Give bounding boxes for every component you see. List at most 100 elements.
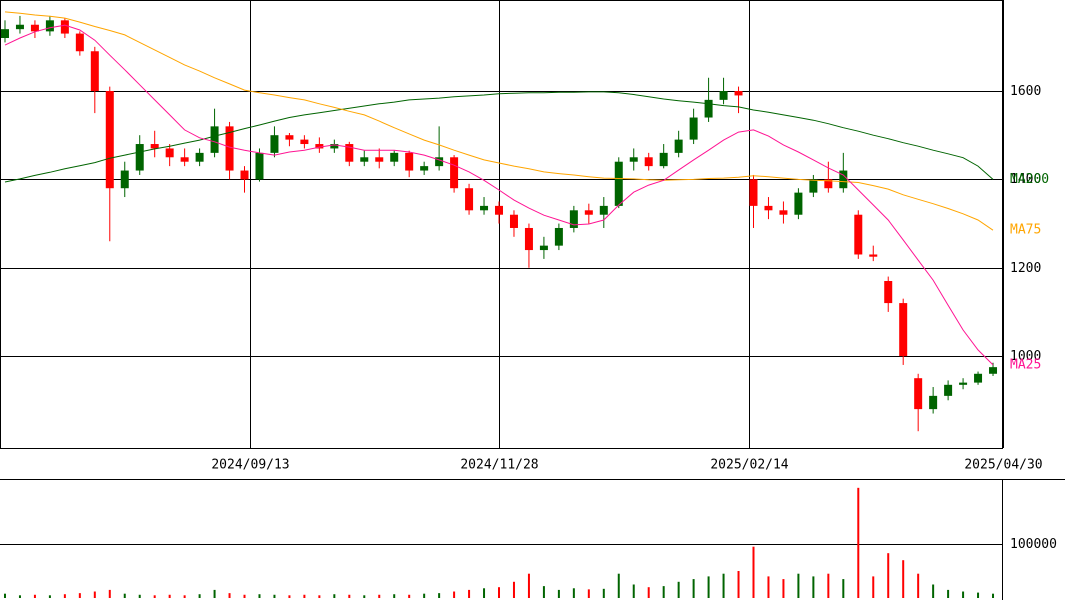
candle-body: [480, 205, 489, 211]
candle-body: [509, 214, 518, 228]
volume-bar: [363, 595, 366, 598]
ma-line: [4, 91, 994, 183]
legend-label: MA75: [1010, 223, 1041, 238]
candle-body: [869, 254, 878, 257]
candle-body: [704, 99, 713, 118]
y-tick-label: 1000: [1010, 349, 1041, 364]
volume-bar: [138, 594, 141, 598]
volume-bar: [887, 553, 890, 598]
volume-bar: [692, 579, 695, 598]
volume-bar: [213, 589, 216, 598]
candle-body: [944, 384, 953, 396]
volume-bar: [962, 591, 965, 598]
candle-body: [120, 170, 129, 189]
candle-body: [90, 51, 99, 92]
volume-bar: [258, 594, 261, 598]
candle-body: [390, 152, 399, 162]
ma-line: [4, 11, 994, 231]
candle-body: [689, 117, 698, 140]
volume-bar: [767, 576, 770, 598]
volume-bar: [857, 487, 860, 598]
volume-bar: [318, 595, 321, 598]
legend-label: MA200: [1010, 172, 1049, 187]
volume-bar: [153, 595, 156, 598]
candle-body: [569, 210, 578, 228]
candle-body: [629, 157, 638, 162]
candle-body: [674, 139, 683, 153]
x-tick-label: 2025/04/30: [964, 458, 1042, 473]
volume-bar: [572, 588, 575, 598]
volume-bar: [303, 594, 306, 598]
volume-bar: [63, 594, 66, 598]
candle-body: [450, 157, 459, 189]
volume-bar: [947, 589, 950, 598]
candle-body: [929, 395, 938, 410]
candle-body: [255, 152, 264, 180]
candle-body: [225, 126, 234, 171]
volume-bar: [333, 594, 336, 598]
y-tick-label: 1600: [1010, 84, 1041, 99]
candle-body: [584, 210, 593, 215]
volume-bar: [917, 573, 920, 598]
volume-bar: [498, 587, 501, 598]
volume-bar: [617, 573, 620, 598]
volume-bar: [123, 593, 126, 598]
volume-bar: [423, 593, 426, 598]
volume-bar: [183, 595, 186, 598]
candle-body: [420, 166, 429, 171]
volume-bar: [782, 579, 785, 598]
x-tick-label: 2024/09/13: [211, 458, 289, 473]
candle-body: [884, 280, 893, 304]
volume-bar: [992, 593, 995, 598]
x-tick-label: 2024/11/28: [460, 458, 538, 473]
candle-body: [465, 188, 474, 211]
volume-bar: [722, 573, 725, 598]
candle-body: [495, 205, 504, 215]
candle-body: [30, 24, 39, 32]
volume-bar: [872, 576, 875, 598]
candle-body: [0, 29, 9, 38]
candle-body: [614, 161, 623, 206]
volume-bar: [393, 594, 396, 598]
candle-body: [285, 135, 294, 140]
candle-body: [105, 91, 114, 189]
candle-body: [779, 210, 788, 215]
volume-bar: [512, 581, 515, 598]
y-tick-label: 1200: [1010, 261, 1041, 276]
volume-bar: [468, 589, 471, 598]
candle-body: [644, 157, 653, 167]
candle-body: [659, 152, 668, 167]
volume-bar: [18, 595, 21, 598]
volume-bar: [602, 588, 605, 598]
volume-bar: [677, 581, 680, 598]
candle-body: [959, 382, 968, 385]
candle-body: [15, 24, 24, 30]
candle-body: [749, 179, 758, 206]
marks: [0, 11, 998, 598]
volume-bar: [3, 593, 6, 598]
volume-bar: [198, 594, 201, 598]
candle-body: [330, 144, 339, 149]
candle-body: [45, 20, 54, 32]
candle-body: [150, 144, 159, 149]
candle-body: [195, 152, 204, 162]
candle-body: [270, 135, 279, 153]
volume-bar: [542, 586, 545, 598]
ma-line: [4, 24, 994, 366]
candle-body: [135, 144, 144, 171]
volume-bar: [752, 546, 755, 598]
volume-bar: [243, 594, 246, 598]
volume-bar: [93, 591, 96, 598]
candle-body: [539, 245, 548, 251]
candle-body: [165, 148, 174, 158]
candle-body: [375, 157, 384, 162]
candle-body: [210, 126, 219, 153]
volume-bar: [827, 573, 830, 598]
volume-bar: [453, 591, 456, 598]
candle-body: [315, 144, 324, 149]
volume-bar: [228, 593, 231, 598]
volume-bar: [812, 576, 815, 598]
grid: [0, 0, 1004, 545]
candle-body: [60, 20, 69, 34]
